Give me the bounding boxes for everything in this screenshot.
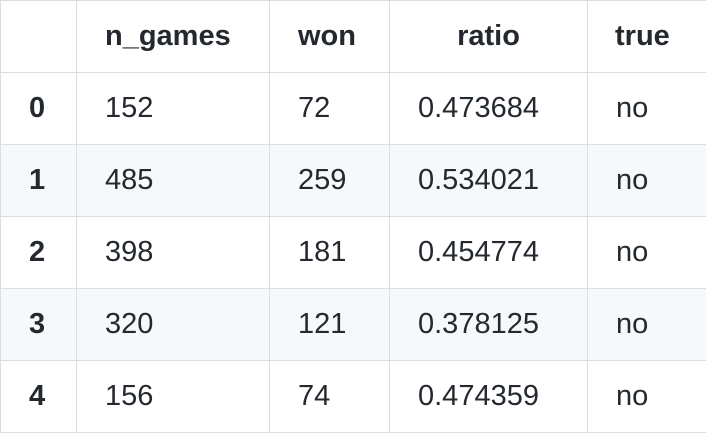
row-index: 0 bbox=[0, 72, 77, 145]
cell-true: no bbox=[587, 360, 706, 433]
table-header: n_games won ratio true bbox=[0, 0, 706, 73]
cell-n-games: 152 bbox=[76, 72, 270, 145]
header-ratio: ratio bbox=[389, 0, 588, 73]
header-won: won bbox=[269, 0, 390, 73]
cell-n-games: 398 bbox=[76, 216, 270, 289]
cell-ratio: 0.473684 bbox=[389, 72, 588, 145]
table-row: 2 398 181 0.454774 no bbox=[0, 216, 706, 289]
cell-ratio: 0.378125 bbox=[389, 288, 588, 361]
table-row: 1 485 259 0.534021 no bbox=[0, 144, 706, 217]
cell-n-games: 320 bbox=[76, 288, 270, 361]
cell-won: 121 bbox=[269, 288, 390, 361]
header-index bbox=[0, 0, 77, 73]
table-row: 3 320 121 0.378125 no bbox=[0, 288, 706, 361]
cell-true: no bbox=[587, 72, 706, 145]
cell-true: no bbox=[587, 288, 706, 361]
cell-ratio: 0.474359 bbox=[389, 360, 588, 433]
cell-true: no bbox=[587, 144, 706, 217]
row-index: 3 bbox=[0, 288, 77, 361]
cell-ratio: 0.534021 bbox=[389, 144, 588, 217]
table-row: 0 152 72 0.473684 no bbox=[0, 72, 706, 145]
row-index: 4 bbox=[0, 360, 77, 433]
dataframe-table: n_games won ratio true 0 152 72 0.473684… bbox=[0, 0, 706, 433]
header-row: n_games won ratio true bbox=[0, 0, 706, 73]
header-n-games: n_games bbox=[76, 0, 270, 73]
header-true: true bbox=[587, 0, 706, 73]
row-index: 1 bbox=[0, 144, 77, 217]
table-row: 4 156 74 0.474359 no bbox=[0, 360, 706, 433]
cell-true: no bbox=[587, 216, 706, 289]
cell-won: 259 bbox=[269, 144, 390, 217]
cell-n-games: 156 bbox=[76, 360, 270, 433]
table-body: 0 152 72 0.473684 no 1 485 259 0.534021 … bbox=[0, 72, 706, 433]
cell-won: 72 bbox=[269, 72, 390, 145]
cell-n-games: 485 bbox=[76, 144, 270, 217]
cell-ratio: 0.454774 bbox=[389, 216, 588, 289]
cell-won: 74 bbox=[269, 360, 390, 433]
cell-won: 181 bbox=[269, 216, 390, 289]
row-index: 2 bbox=[0, 216, 77, 289]
